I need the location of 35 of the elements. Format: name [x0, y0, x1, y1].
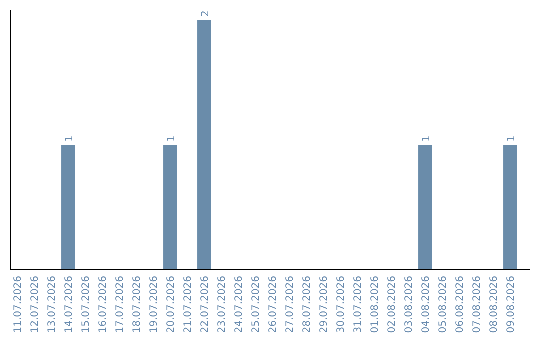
x-tick-label: 20.07.2026 — [166, 276, 177, 334]
x-tick-label: 07.08.2026 — [472, 276, 483, 334]
data-label: 1 — [506, 136, 518, 142]
x-tick-label: 01.08.2026 — [370, 276, 381, 334]
data-label: 1 — [166, 136, 178, 142]
x-tick-label: 25.07.2026 — [251, 276, 262, 334]
x-tick-label: 13.07.2026 — [47, 276, 58, 334]
x-tick-label: 11.07.2026 — [13, 276, 24, 334]
x-tick-label: 12.07.2026 — [30, 276, 41, 334]
x-tick-label: 18.07.2026 — [132, 276, 143, 334]
x-tick-label: 29.07.2026 — [319, 276, 330, 334]
x-tick-label: 19.07.2026 — [149, 276, 160, 334]
x-tick-label: 24.07.2026 — [234, 276, 245, 334]
data-label: 1 — [422, 136, 432, 142]
x-tick-label: 30.07.2026 — [336, 276, 347, 334]
x-tick-label: 06.08.2026 — [455, 276, 466, 334]
x-tick-label: 26.07.2026 — [268, 276, 279, 334]
x-tick-label: 31.07.2026 — [353, 276, 364, 334]
x-tick-label: 17.07.2026 — [115, 276, 126, 334]
x-tick-label: 05.08.2026 — [438, 276, 449, 334]
x-tick-label: 15.07.2026 — [81, 276, 92, 334]
x-tick-label: 16.07.2026 — [98, 276, 109, 334]
x-tick-label: 14.07.2026 — [64, 276, 75, 334]
data-label: 1 — [64, 136, 76, 142]
x-tick-label: 03.08.2026 — [404, 276, 415, 334]
x-tick-label: 28.07.2026 — [302, 276, 313, 334]
x-tick-label: 09.08.2026 — [506, 276, 517, 334]
x-tick-label: 27.07.2026 — [285, 276, 296, 334]
x-tick-label: 04.08.2026 — [421, 276, 432, 334]
x-tick-label: 02.08.2026 — [387, 276, 398, 334]
data-label: 2 — [200, 10, 212, 17]
x-tick-label: 23.07.2026 — [217, 276, 228, 334]
x-tick-label: 21.07.2026 — [183, 276, 194, 334]
x-tick-label: 08.08.2026 — [489, 276, 500, 334]
x-tick-label: 22.07.2026 — [200, 276, 211, 334]
